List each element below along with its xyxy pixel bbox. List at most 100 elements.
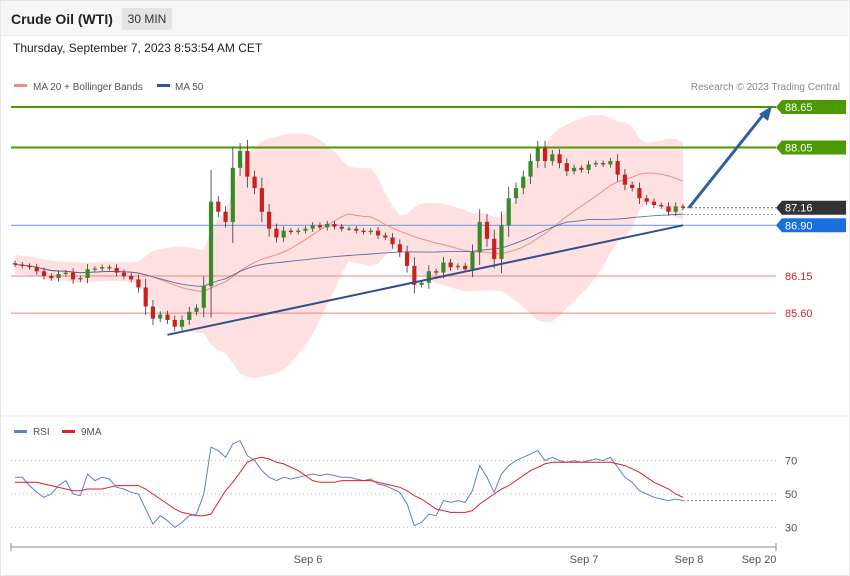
candle-body	[100, 267, 105, 269]
candle	[434, 268, 439, 276]
price-tag-label: 86.90	[785, 220, 813, 232]
candle-body	[201, 286, 206, 308]
candle	[528, 153, 533, 185]
candle-body	[223, 211, 228, 222]
price-legend: MA 20 + Bollinger Bands MA 50	[14, 82, 204, 93]
candle	[622, 169, 628, 191]
candle-body	[622, 174, 628, 185]
x-axis-label: Sep 20	[742, 554, 777, 566]
candle	[165, 310, 170, 324]
candle	[310, 222, 315, 232]
price-tag-label: 86.15	[785, 271, 813, 283]
candle	[332, 220, 337, 230]
candle-body	[404, 252, 410, 266]
candle-body	[608, 161, 613, 165]
candle	[27, 263, 32, 270]
candle	[78, 275, 83, 282]
price-tag-5: 86.15	[785, 271, 813, 283]
candle-body	[274, 228, 279, 238]
candle	[521, 170, 526, 195]
candle	[208, 170, 214, 318]
candle-body	[172, 319, 177, 327]
price-tag-label: 85.60	[785, 308, 813, 320]
candle-body	[542, 147, 548, 162]
bollinger-band-layer	[15, 114, 683, 379]
candle	[107, 264, 112, 271]
candle-body	[107, 267, 112, 269]
candle	[216, 196, 221, 218]
candle-body	[637, 188, 642, 199]
candle-body	[332, 223, 337, 227]
projection-arrowhead	[759, 106, 772, 121]
candle-body	[12, 263, 18, 265]
candle-body	[492, 238, 497, 260]
price-tag-box	[776, 200, 846, 215]
projection-arrow	[687, 112, 766, 209]
candle	[63, 270, 68, 277]
candle	[499, 211, 504, 273]
candle-body	[644, 198, 649, 202]
candle	[477, 209, 482, 266]
timeframe-button[interactable]: 30 MIN	[122, 8, 172, 30]
candle-body	[245, 150, 250, 177]
candle	[390, 233, 395, 249]
candle	[601, 160, 606, 167]
candle	[615, 154, 620, 182]
candle-body	[506, 198, 511, 226]
x-axis-label: Sep 7	[570, 554, 599, 566]
candle	[158, 311, 163, 323]
candle-body	[346, 228, 352, 230]
candle-body	[92, 268, 97, 270]
candle-body	[513, 188, 519, 199]
candle	[34, 263, 39, 275]
candle	[637, 182, 642, 204]
candle	[339, 223, 344, 232]
candle	[281, 226, 286, 242]
candle-body	[571, 167, 577, 172]
candle	[593, 160, 598, 167]
candle-body	[20, 264, 25, 266]
credit-text: Research © 2023 Trading Central	[691, 82, 840, 93]
candle-body	[208, 201, 214, 287]
candle-body	[187, 311, 192, 320]
candle-body	[165, 314, 170, 320]
candle	[354, 225, 359, 234]
candle	[288, 228, 294, 235]
price-tag-6: 85.60	[785, 308, 813, 320]
candle	[484, 213, 490, 247]
candle-body	[361, 230, 366, 233]
candle	[644, 195, 649, 205]
price-tag-box	[776, 140, 846, 155]
candle-body	[56, 273, 61, 279]
candle	[41, 267, 47, 280]
candle-body	[528, 161, 533, 177]
candle-body	[34, 267, 39, 272]
rsi-ma-line	[15, 456, 684, 517]
candle-body	[521, 176, 526, 189]
instrument-title: Crude Oil (WTI)	[11, 11, 113, 27]
candle-body	[121, 272, 127, 276]
candle	[230, 146, 235, 243]
candle-body	[426, 271, 431, 283]
candle	[325, 220, 330, 231]
candle-body	[78, 278, 83, 280]
candle-body	[383, 235, 388, 238]
candle-body	[499, 225, 504, 260]
price-tag-4: 86.90	[776, 218, 846, 233]
candle-body	[434, 271, 439, 273]
candle	[267, 203, 272, 237]
candle-body	[615, 161, 620, 175]
candle	[404, 245, 410, 273]
candle-body	[412, 265, 417, 285]
candle	[179, 315, 185, 332]
candle	[412, 257, 417, 294]
candle-body	[49, 276, 54, 279]
candle-body	[158, 314, 163, 319]
price-tag-3: 87.16	[776, 200, 846, 215]
candle	[535, 140, 540, 168]
legend-swatch-ma20	[14, 84, 27, 87]
x-axis-label: Sep 8	[675, 554, 704, 566]
candle-body	[390, 237, 395, 245]
legend-swatch-rsi	[14, 430, 27, 433]
